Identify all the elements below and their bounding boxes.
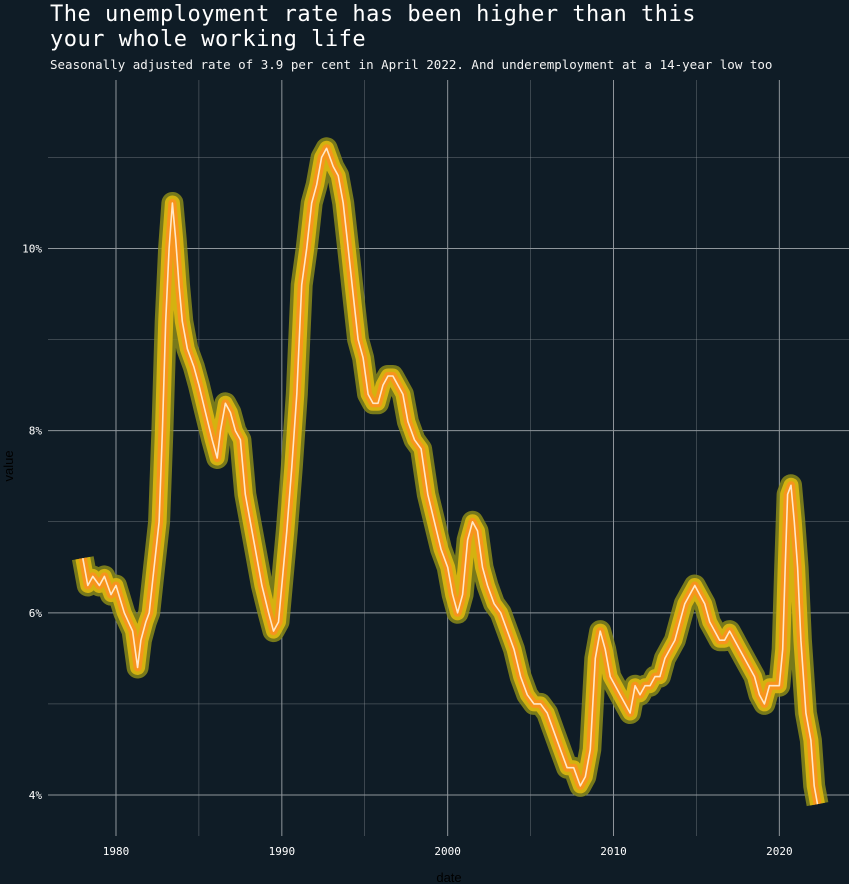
x-tick-label: 2010 [600, 845, 627, 858]
x-tick-label: 2020 [766, 845, 793, 858]
chart-title-line-1: The unemployment rate has been higher th… [50, 2, 697, 27]
x-axis-label: date [436, 870, 461, 884]
series-line [82, 147, 819, 805]
x-tick-label: 2000 [434, 845, 461, 858]
x-tick-label: 1980 [103, 845, 130, 858]
x-tick-label: 1990 [269, 845, 296, 858]
y-tick-label: 10% [22, 243, 42, 256]
series-layer [71, 137, 829, 807]
y-tick-label: 6% [29, 607, 43, 620]
series-glow-mid [75, 140, 825, 806]
grid [48, 80, 849, 836]
y-tick-label: 8% [29, 425, 43, 438]
y-tick-label: 4% [29, 789, 43, 802]
series-glow-outer [71, 137, 829, 807]
chart-subtitle: Seasonally adjusted rate of 3.9 per cent… [50, 57, 773, 72]
axis-ticks: 1980 1990 2000 2010 2020 4% 6% 8% 10% [22, 243, 792, 858]
chart-title: The unemployment rate has been higher th… [50, 2, 810, 52]
y-axis-label: value [1, 450, 16, 481]
chart-title-line-2: your whole working life [50, 27, 367, 52]
series-glow-inner [78, 144, 822, 805]
